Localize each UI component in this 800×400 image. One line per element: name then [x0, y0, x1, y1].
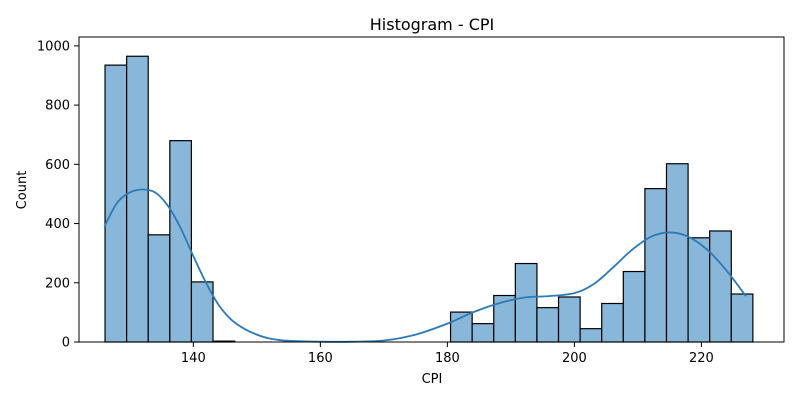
- histogram-bars: [104, 55, 754, 343]
- histogram-bar: [730, 293, 754, 343]
- y-axis-label: Count: [15, 171, 30, 210]
- histogram-bar: [709, 230, 732, 343]
- histogram-bar: [169, 140, 193, 343]
- y-axis: 0 200 400 600 800 1000: [37, 39, 79, 351]
- histogram-bar: [644, 188, 668, 343]
- y-tick-label: 1000: [37, 39, 70, 54]
- histogram-bar: [147, 234, 171, 343]
- x-tick-label: 200: [562, 351, 587, 366]
- histogram-bar: [126, 55, 149, 343]
- histogram-bar: [557, 296, 581, 343]
- histogram-bar: [536, 307, 560, 343]
- x-axis-label: CPI: [422, 372, 443, 387]
- x-tick-label: 180: [435, 351, 460, 366]
- y-tick-label: 600: [45, 158, 70, 173]
- y-tick-label: 800: [45, 99, 70, 114]
- histogram-bar: [514, 262, 538, 343]
- x-axis: 140 160 180 200 220: [181, 342, 714, 366]
- histogram-bar: [687, 237, 711, 343]
- plot-frame: [78, 36, 785, 343]
- histogram-bar: [579, 328, 603, 343]
- histogram-bar: [601, 302, 624, 343]
- x-tick-label: 140: [181, 351, 206, 366]
- histogram-bar: [665, 163, 689, 343]
- histogram-bar: [622, 270, 646, 343]
- histogram-bar: [471, 323, 495, 343]
- y-tick-label: 400: [45, 217, 70, 232]
- chart-title: Histogram - CPI: [370, 15, 494, 34]
- y-tick-label: 0: [62, 336, 70, 351]
- x-tick-label: 160: [308, 351, 333, 366]
- y-tick-label: 200: [45, 276, 70, 291]
- kde-curve: [103, 188, 747, 343]
- x-tick-label: 220: [689, 351, 714, 366]
